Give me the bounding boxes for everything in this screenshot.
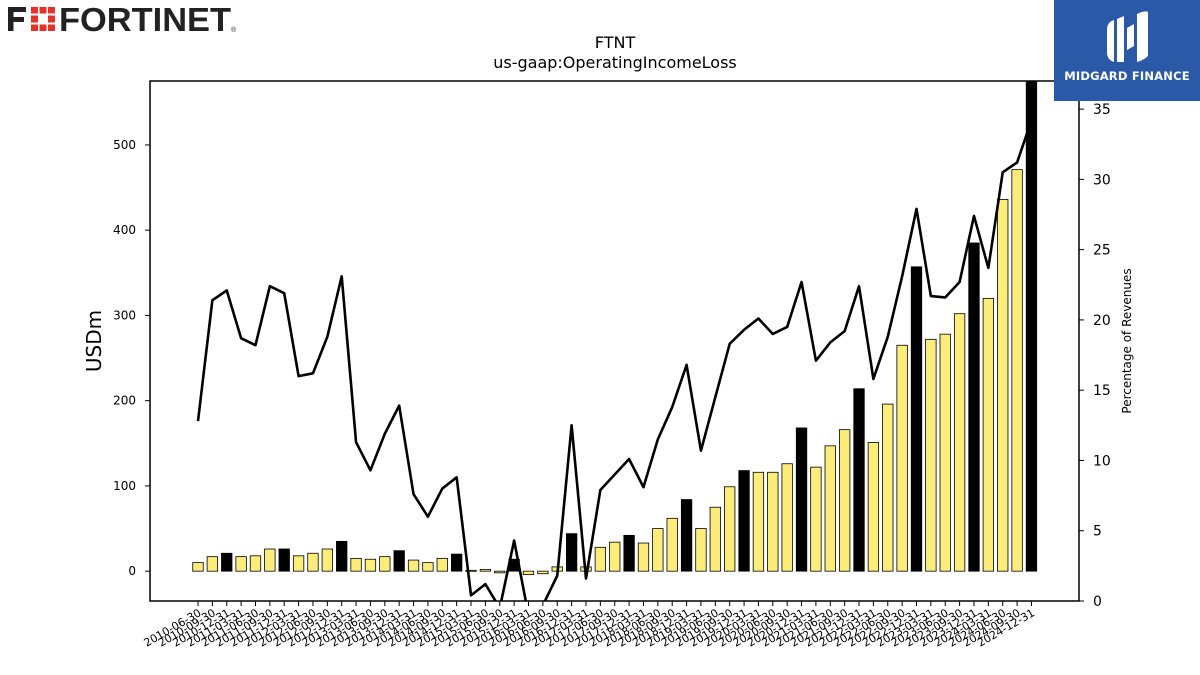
x-axis: 2010-06-302010-09-302010-12-312011-03-31… [142, 601, 1037, 650]
bar-2015-03-31 [465, 569, 477, 572]
bar-2021-06-30 [824, 445, 836, 572]
bar-2022-03-31 [867, 442, 880, 572]
bar-2019-09-30 [724, 486, 736, 572]
bar-2016-03-31 [522, 570, 535, 575]
bar-2014-03-31 [407, 559, 420, 572]
bar-2015-06-30 [479, 569, 492, 572]
y-right-tick-label: 5 [1093, 524, 1102, 540]
bar-2014-09-30 [436, 557, 448, 572]
bar-2018-09-30 [666, 517, 678, 572]
bar-2024-09-30 [1011, 169, 1023, 572]
bar-2011-06-30 [249, 555, 262, 572]
bar-2017-09-30 [609, 541, 621, 572]
y-left-tick-label: 300 [113, 308, 136, 322]
bar-2020-09-30 [781, 463, 793, 572]
partner-name: MIDGARD FINANCE [1064, 69, 1190, 83]
fortinet-logo: FORTINET ® [8, 4, 237, 34]
bar-2023-09-30 [953, 313, 966, 572]
bar-2013-12-31 [393, 550, 405, 572]
y-right-tick-label: 35 [1093, 102, 1111, 118]
bar-2016-12-31 [565, 533, 578, 572]
midgard-finance-badge: MIDGARD FINANCE [1054, 0, 1200, 101]
bar-2010-09-30 [206, 556, 219, 572]
bar-2022-06-30 [882, 403, 894, 572]
bar-2014-12-31 [451, 553, 463, 572]
bar-2015-09-30 [494, 570, 506, 574]
bar-2010-12-31 [221, 552, 233, 572]
y-left-tick-label: 100 [113, 479, 136, 493]
percentage-of-revenues-line [196, 119, 1033, 601]
y-left-tick-label: 0 [128, 564, 136, 578]
y-axis-left-label: USDm [82, 310, 106, 372]
bar-2024-12-31 [1025, 81, 1038, 572]
bar-2013-06-30 [364, 558, 377, 572]
bar-2021-12-31 [853, 388, 865, 572]
y-axis-left: 0 100 200 300 400 500 [113, 138, 150, 578]
bar-2024-06-30 [997, 199, 1009, 572]
bar-2018-06-30 [652, 528, 664, 572]
chart-title: FTNT [595, 33, 636, 52]
y-right-tick-label: 15 [1093, 383, 1111, 399]
y-right-tick-label: 20 [1093, 313, 1111, 329]
y-left-tick-label: 500 [113, 138, 136, 152]
bar-2021-09-30 [839, 429, 851, 572]
bar-2022-12-31 [910, 266, 923, 572]
bar-2012-06-30 [307, 552, 319, 572]
y-right-tick-label: 0 [1093, 594, 1102, 610]
y-right-tick-label: 10 [1093, 453, 1111, 469]
bar-2010-06-30 [192, 562, 204, 572]
chart-subtitle: us-gaap:OperatingIncomeLoss [493, 53, 737, 72]
bar-2020-12-31 [795, 427, 808, 572]
bar-2020-03-31 [752, 471, 765, 572]
bar-2023-12-31 [968, 242, 980, 572]
bar-2018-12-31 [680, 499, 693, 572]
bar-2024-03-31 [982, 297, 994, 572]
y-axis-right-label: Percentage of Revenues [1120, 268, 1134, 413]
y-left-tick-label: 200 [113, 394, 136, 408]
brand-wordmark: FORTINET [59, 4, 231, 34]
bar-2012-12-31 [336, 540, 348, 572]
bar-2011-03-31 [235, 556, 247, 572]
y-right-tick-label: 30 [1093, 172, 1111, 188]
bar-2019-03-31 [695, 528, 707, 572]
bar-2016-06-30 [537, 570, 549, 575]
bar-2017-12-31 [623, 534, 635, 572]
bar-2021-03-31 [810, 466, 822, 572]
bar-2012-03-31 [292, 555, 305, 572]
registered-mark: ® [231, 26, 237, 34]
bar-2011-09-30 [264, 548, 276, 572]
line-series [196, 119, 1033, 601]
bar-2018-03-31 [637, 542, 650, 572]
bar-2013-03-31 [350, 557, 362, 572]
bar-2020-06-30 [767, 471, 779, 572]
bar-2023-06-30 [939, 333, 951, 572]
bar-2012-09-30 [321, 548, 333, 572]
bar-series [192, 81, 1038, 575]
bar-2017-06-30 [594, 546, 607, 572]
bar-2014-06-30 [422, 562, 434, 572]
y-axis-right: 0 5 10 15 20 25 30 35 [1079, 102, 1111, 610]
y-left-tick-label: 400 [113, 223, 136, 237]
midgard-logo-icon [1107, 11, 1148, 63]
y-right-tick-label: 25 [1093, 243, 1111, 259]
bar-2013-09-30 [379, 556, 391, 572]
bar-2019-12-31 [738, 470, 750, 572]
bar-2019-06-30 [709, 506, 721, 572]
bar-2011-12-31 [278, 548, 290, 572]
bar-2023-03-31 [925, 338, 937, 572]
bar-2022-09-30 [896, 344, 908, 572]
